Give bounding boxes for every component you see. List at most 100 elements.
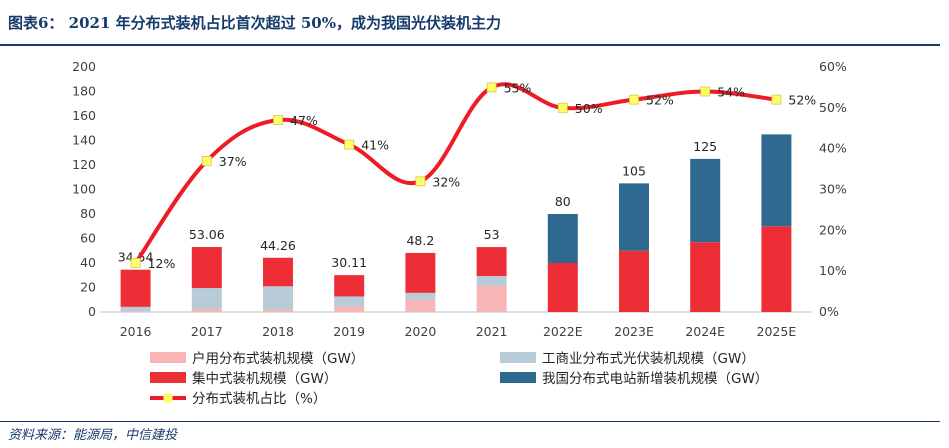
- share-data-label: 55%: [504, 80, 532, 95]
- bar-total-label: 44.26: [260, 238, 296, 253]
- left-axis-tick-label: 40: [80, 255, 96, 270]
- footer-rule: [0, 421, 940, 422]
- share-line: [133, 82, 777, 265]
- bar-total-label: 53: [484, 227, 500, 242]
- left-axis-tick-label: 60: [80, 231, 96, 246]
- left-axis-tick-label: 100: [72, 182, 96, 197]
- share-data-label: 37%: [219, 154, 247, 169]
- bar-segment: [191, 308, 222, 312]
- left-axis-tick-label: 200: [72, 59, 96, 74]
- x-axis-tick-label: 2019: [333, 324, 365, 339]
- bar-segment: [120, 311, 151, 312]
- bar-segment: [405, 292, 436, 300]
- right-axis-tick-label: 0%: [819, 304, 839, 319]
- bar-segment: [619, 250, 649, 312]
- x-axis-tick-label: 2021: [476, 324, 508, 339]
- bar-total-label: 34.54: [118, 250, 154, 265]
- bar-segment: [263, 257, 293, 287]
- bar-segment: [405, 252, 436, 293]
- bar-total-label: 125: [693, 139, 717, 154]
- share-data-label: 41%: [361, 138, 389, 153]
- share-data-label: 12%: [148, 256, 176, 271]
- right-axis-tick-label: 60%: [819, 59, 847, 74]
- share-data-label: 32%: [432, 174, 460, 189]
- chart-total-labels: 34.54 53.06 44.26 30.11 48.2 53 80 105 125: [118, 139, 717, 270]
- legend-swatch-marker: [163, 393, 173, 403]
- bar-segment: [120, 269, 151, 307]
- bar-segment: [263, 286, 293, 310]
- bar-segment: [690, 158, 721, 243]
- left-axis-tick-label: 140: [72, 133, 96, 148]
- legend-label: 集中式装机规模（GW）: [192, 371, 337, 387]
- bar-total-label: 53.06: [189, 227, 225, 242]
- chart: 0 20 40 60 80 100 120 140 160 180 200 0% 10% 20% 30% 40…: [72, 59, 847, 407]
- right-axis-tick-label: 30%: [819, 182, 847, 197]
- x-axis-tick-label: 2022E: [543, 324, 583, 339]
- x-axis-tick-label: 2024E: [685, 324, 725, 339]
- share-marker: [130, 258, 141, 268]
- bar-segment: [619, 183, 649, 251]
- share-marker: [700, 86, 711, 97]
- left-axis-tick-label: 160: [72, 108, 96, 123]
- share-marker: [344, 139, 355, 150]
- bar-segment: [547, 263, 578, 312]
- bar-segment: [547, 214, 578, 263]
- left-axis-tick-label: 180: [72, 84, 96, 99]
- right-axis-tick-label: 50%: [819, 100, 847, 115]
- chart-line-series: 12% 37% 47% 41% 32% 55% 50% 52% 54% 52%: [130, 80, 816, 271]
- share-marker: [273, 115, 283, 125]
- left-axis-tick-label: 80: [80, 206, 96, 221]
- share-data-label: 54%: [717, 85, 745, 100]
- x-axis-tick-label: 2023E: [614, 324, 654, 339]
- share-marker: [771, 94, 782, 105]
- x-axis-tick-label: 2017: [191, 324, 223, 339]
- bar-segment: [405, 299, 436, 312]
- right-axis-tick-label: 40%: [819, 141, 847, 156]
- share-data-label: 52%: [646, 93, 674, 108]
- bar-segment: [191, 247, 222, 289]
- left-axis-tick-label: 20: [80, 280, 96, 295]
- bar-segment: [334, 275, 365, 297]
- right-axis-tick-label: 20%: [819, 222, 847, 237]
- chart-bars: [120, 134, 792, 312]
- share-marker: [486, 82, 497, 93]
- share-data-label: 50%: [575, 101, 603, 116]
- legend-swatch: [500, 372, 536, 383]
- legend-label: 工商业分布式光伏装机规模（GW）: [542, 351, 755, 367]
- left-axis-tick-label: 120: [72, 157, 96, 172]
- share-data-label: 52%: [788, 93, 816, 108]
- title-rule: [0, 44, 940, 46]
- bar-total-label: 48.2: [406, 233, 434, 248]
- x-axis-tick-label: 2016: [120, 324, 152, 339]
- bar-segment: [191, 288, 222, 309]
- legend-swatch: [150, 352, 186, 363]
- bar-total-label: 80: [555, 194, 571, 209]
- legend-swatch: [150, 372, 186, 383]
- legend-label: 我国分布式电站新增装机规模（GW）: [542, 371, 768, 387]
- bar-segment: [120, 306, 151, 312]
- legend-label: 分布式装机占比（%）: [192, 391, 326, 407]
- share-marker: [557, 102, 568, 113]
- bar-segment: [263, 309, 293, 312]
- bar-segment: [761, 226, 792, 312]
- bar-segment: [476, 285, 507, 312]
- bar-total-label: 30.11: [331, 255, 367, 270]
- x-axis-tick-label: 2020: [404, 324, 436, 339]
- share-marker: [201, 156, 212, 166]
- right-axis-tick-label: 10%: [819, 263, 847, 278]
- share-data-label: 47%: [290, 113, 318, 128]
- left-axis-tick-label: 0: [88, 304, 96, 319]
- source-note: 资料来源：能源局，中信建投: [8, 428, 178, 443]
- bar-segment: [334, 296, 365, 307]
- bar-total-label: 105: [622, 163, 646, 178]
- bar-segment: [476, 247, 507, 277]
- bar-segment: [334, 306, 365, 312]
- chart-legend: 户用分布式装机规模（GW） 工商业分布式光伏装机规模（GW） 集中式装机规模（GW）…: [150, 350, 768, 407]
- x-axis-tick-label: 2025E: [757, 324, 797, 339]
- legend-swatch: [500, 352, 536, 363]
- share-marker: [415, 176, 426, 187]
- legend-label: 户用分布式装机规模（GW）: [192, 350, 364, 367]
- x-axis-tick-label: 2018: [262, 324, 294, 339]
- bar-segment: [761, 134, 792, 227]
- bar-segment: [476, 276, 507, 286]
